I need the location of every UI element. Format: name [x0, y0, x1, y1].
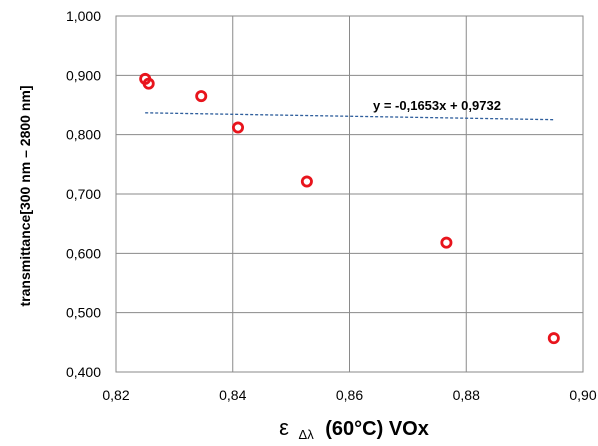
- y-tick-label: 0,900: [66, 67, 101, 83]
- x-axis-title: ε Δλ (60°C) VOx: [279, 415, 429, 441]
- x-tick-labels: 0,82 0,84 0,86 0,88 0,90: [102, 387, 596, 403]
- x-axis-title-subscript: Δλ: [299, 427, 315, 441]
- x-tick-label: 0,86: [336, 387, 363, 403]
- x-tick-label: 0,84: [219, 387, 246, 403]
- y-tick-label: 0,400: [66, 364, 101, 380]
- y-axis-title: transmittance[300 nm – 2800 nm]: [17, 86, 33, 307]
- y-tick-label: 0,800: [66, 127, 101, 143]
- y-tick-label: 0,500: [66, 305, 101, 321]
- trendline-equation: y = -0,1653x + 0,9732: [373, 98, 501, 113]
- x-tick-label: 0,90: [569, 387, 596, 403]
- x-tick-label: 0,88: [453, 387, 480, 403]
- y-tick-label: 0,700: [66, 186, 101, 202]
- y-tick-label: 0,600: [66, 245, 101, 261]
- x-axis-title-text: (60°C) VOx: [325, 418, 429, 440]
- x-axis-title-symbol: ε: [279, 415, 289, 440]
- y-tick-labels: 0,400 0,500 0,600 0,700 0,800 0,900 1,000: [66, 8, 101, 380]
- y-tick-label: 1,000: [66, 8, 101, 24]
- x-tick-label: 0,82: [102, 387, 129, 403]
